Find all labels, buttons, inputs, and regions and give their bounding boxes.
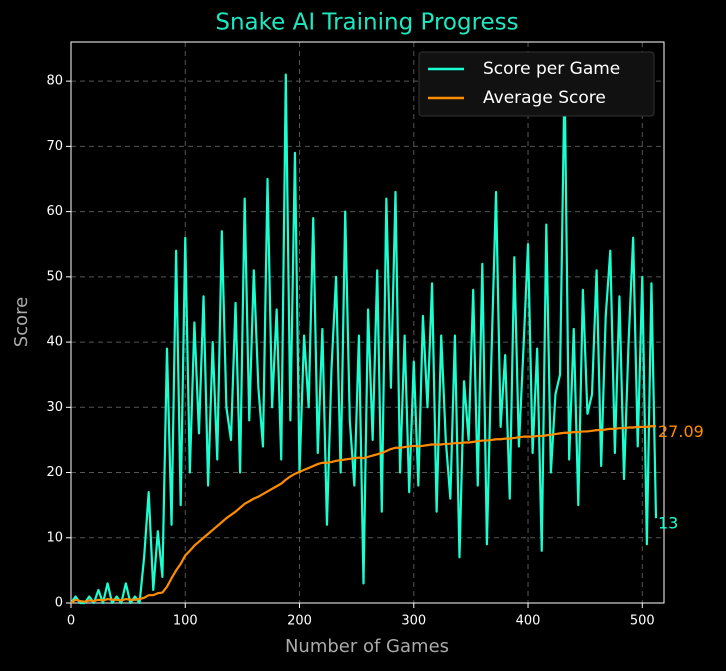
x-tick-label: 400 (516, 614, 541, 629)
y-tick-label: 30 (46, 400, 63, 415)
end-value-label: 27.09 (658, 422, 704, 441)
y-tick-label: 60 (46, 204, 63, 219)
x-tick-label: 0 (67, 614, 75, 629)
end-value-label: 13 (658, 514, 678, 533)
x-axis-label: Number of Games (285, 636, 449, 657)
series-line (70, 73, 658, 605)
y-tick-label: 40 (46, 335, 63, 350)
y-tick-label: 50 (46, 269, 63, 284)
y-tick-label: 0 (55, 596, 63, 611)
series-line (70, 425, 657, 604)
plot-frame (70, 41, 665, 604)
x-tick-label: 500 (630, 614, 655, 629)
chart-title: Snake AI Training Progress (215, 10, 518, 36)
x-tick-label: 100 (173, 614, 198, 629)
y-tick-label: 20 (46, 465, 63, 480)
y-tick-label: 80 (46, 74, 63, 89)
y-axis-label: Score (11, 297, 32, 347)
legend-box (418, 51, 655, 117)
legend-label: Average Score (483, 88, 606, 108)
legend-label: Score per Game (483, 59, 620, 79)
x-tick-label: 200 (287, 614, 312, 629)
x-tick-label: 300 (401, 614, 426, 629)
y-tick-label: 70 (46, 139, 63, 154)
y-tick-label: 10 (46, 530, 63, 545)
